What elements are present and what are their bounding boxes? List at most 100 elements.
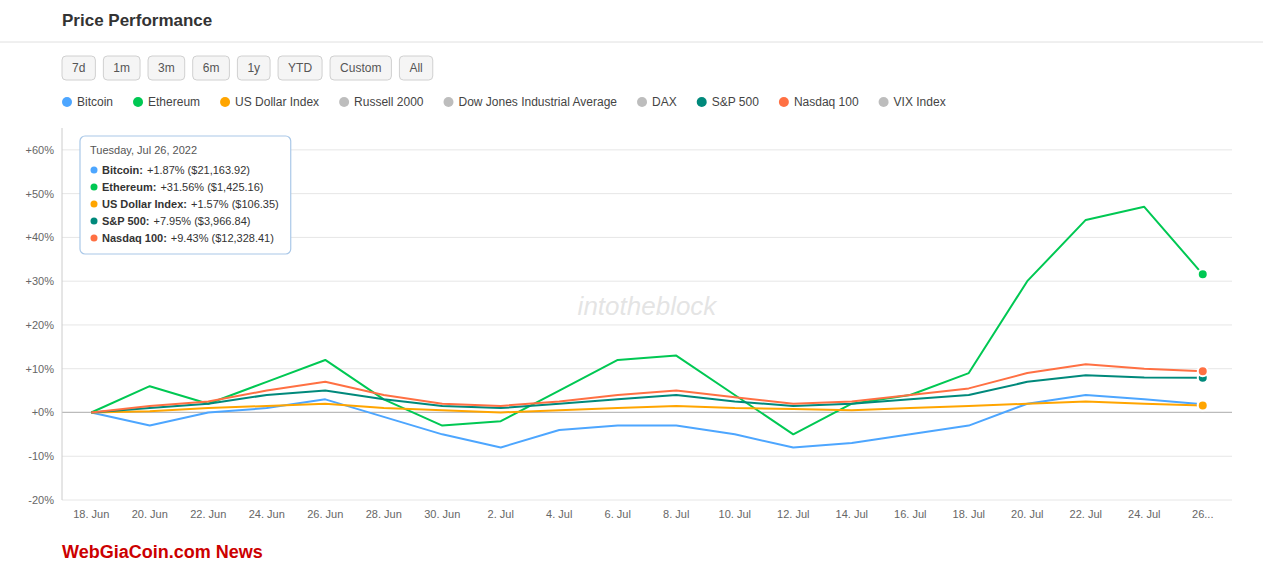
series-line bbox=[91, 364, 1203, 412]
grid-line bbox=[62, 412, 1232, 413]
tab-label[interactable]: Custom bbox=[340, 61, 381, 75]
x-tick-label: 8. Jul bbox=[663, 508, 689, 520]
x-tick-label: 10. Jul bbox=[719, 508, 751, 520]
tab-box[interactable] bbox=[278, 56, 322, 80]
y-tick-label: +50% bbox=[26, 188, 55, 200]
tab-button[interactable]: 1y bbox=[237, 56, 270, 80]
series-line bbox=[91, 375, 1203, 412]
x-tick-label: 30. Jun bbox=[424, 508, 460, 520]
tab-label[interactable]: All bbox=[409, 61, 422, 75]
y-tick-label: +10% bbox=[26, 363, 55, 375]
legend-swatch bbox=[637, 97, 647, 107]
tooltip-label: Nasdaq 100: bbox=[102, 232, 167, 244]
legend-swatch bbox=[220, 97, 230, 107]
legend-label: VIX Index bbox=[894, 95, 946, 109]
tab-button[interactable]: 7d bbox=[62, 56, 95, 80]
x-tick-label: 28. Jun bbox=[366, 508, 402, 520]
tab-button[interactable]: All bbox=[399, 56, 432, 80]
series-line bbox=[91, 395, 1203, 448]
tab-box[interactable] bbox=[103, 56, 140, 80]
legend-item: VIX Index bbox=[879, 95, 946, 109]
tooltip-label: Bitcoin: bbox=[102, 164, 143, 176]
legend-swatch bbox=[443, 97, 453, 107]
x-tick-label: 24. Jul bbox=[1128, 508, 1160, 520]
tooltip-swatch bbox=[91, 218, 98, 225]
legend-item: Bitcoin bbox=[62, 95, 113, 109]
tooltip-title: Tuesday, Jul 26, 2022 bbox=[90, 144, 197, 156]
tab-label[interactable]: YTD bbox=[288, 61, 312, 75]
legend-item: S&P 500 bbox=[697, 95, 759, 109]
tab-label[interactable]: 6m bbox=[203, 61, 220, 75]
legend-swatch bbox=[339, 97, 349, 107]
tab-button[interactable]: YTD bbox=[278, 56, 322, 80]
y-tick-label: -20% bbox=[28, 494, 54, 506]
x-tick-label: 4. Jul bbox=[546, 508, 572, 520]
title: Price Performance bbox=[62, 11, 212, 30]
y-tick-label: +0% bbox=[32, 406, 55, 418]
legend-swatch bbox=[697, 97, 707, 107]
x-tick-label: 26. Jun bbox=[307, 508, 343, 520]
x-tick-label: 6. Jul bbox=[605, 508, 631, 520]
tooltip-value: +9.43% ($12,328.41) bbox=[171, 232, 274, 244]
legend-swatch bbox=[879, 97, 889, 107]
tab-label[interactable]: 1m bbox=[113, 61, 130, 75]
y-tick-label: +20% bbox=[26, 319, 55, 331]
grid-line bbox=[62, 500, 1232, 501]
tab-box[interactable] bbox=[148, 56, 185, 80]
tab-button[interactable]: 1m bbox=[103, 56, 140, 80]
x-tick-label: 20. Jul bbox=[1011, 508, 1043, 520]
footer-text: WebGiaCoin.com News bbox=[62, 542, 263, 562]
tab-box[interactable] bbox=[237, 56, 270, 80]
tab-label[interactable]: 7d bbox=[72, 61, 85, 75]
tooltip-value: +7.95% ($3,966.84) bbox=[154, 215, 251, 227]
tooltip-box bbox=[80, 136, 291, 254]
tab-button[interactable]: Custom bbox=[330, 56, 391, 80]
tab-box[interactable] bbox=[330, 56, 391, 80]
tab-label[interactable]: 1y bbox=[247, 61, 260, 75]
tooltip-label: US Dollar Index: bbox=[102, 198, 187, 210]
legend-swatch bbox=[133, 97, 143, 107]
legend-item: Russell 2000 bbox=[339, 95, 424, 109]
x-tick-label: 14. Jul bbox=[836, 508, 868, 520]
tooltip-label: Ethereum: bbox=[102, 181, 156, 193]
tooltip-swatch bbox=[91, 201, 98, 208]
legend-label: Bitcoin bbox=[77, 95, 113, 109]
x-tick-label: 24. Jun bbox=[249, 508, 285, 520]
legend-item: US Dollar Index bbox=[220, 95, 319, 109]
tab-label[interactable]: 3m bbox=[158, 61, 175, 75]
tab-box[interactable] bbox=[62, 56, 95, 80]
tooltip-value: +1.57% ($106.35) bbox=[191, 198, 279, 210]
legend-label: Nasdaq 100 bbox=[794, 95, 859, 109]
x-tick-label: 18. Jun bbox=[73, 508, 109, 520]
grid-line bbox=[62, 456, 1232, 457]
tab-button[interactable]: 3m bbox=[148, 56, 185, 80]
y-axis-line bbox=[62, 128, 63, 500]
chart: Price Performance 7d 1m 3m 6m 1y YTD Custom All B… bbox=[0, 0, 1263, 573]
series-line bbox=[91, 402, 1203, 413]
tooltip-value: +1.87% ($21,163.92) bbox=[147, 164, 250, 176]
tab-box[interactable] bbox=[399, 56, 432, 80]
x-tick-label: 22. Jun bbox=[190, 508, 226, 520]
watermark: intotheblock bbox=[578, 291, 719, 321]
series-group bbox=[91, 207, 1208, 448]
y-tick-label: +40% bbox=[26, 231, 55, 243]
tab-button[interactable]: 6m bbox=[193, 56, 230, 80]
tooltip-label: S&P 500: bbox=[102, 215, 150, 227]
x-tick-label: 16. Jul bbox=[894, 508, 926, 520]
x-tick-label: 20. Jun bbox=[132, 508, 168, 520]
end-point bbox=[1198, 401, 1208, 411]
legend-item: Dow Jones Industrial Average bbox=[443, 95, 617, 109]
end-point bbox=[1198, 269, 1208, 279]
legend-label: DAX bbox=[652, 95, 677, 109]
tab-box[interactable] bbox=[193, 56, 230, 80]
legend-label: S&P 500 bbox=[712, 95, 759, 109]
end-point bbox=[1198, 366, 1208, 376]
legend-item: DAX bbox=[637, 95, 677, 109]
legend-label: Dow Jones Industrial Average bbox=[458, 95, 617, 109]
x-tick-label: 26... bbox=[1192, 508, 1213, 520]
x-tick-label: 12. Jul bbox=[777, 508, 809, 520]
y-tick-label: +30% bbox=[26, 275, 55, 287]
grid-line bbox=[62, 281, 1232, 282]
series-line bbox=[91, 207, 1203, 435]
x-tick-label: 2. Jul bbox=[488, 508, 514, 520]
